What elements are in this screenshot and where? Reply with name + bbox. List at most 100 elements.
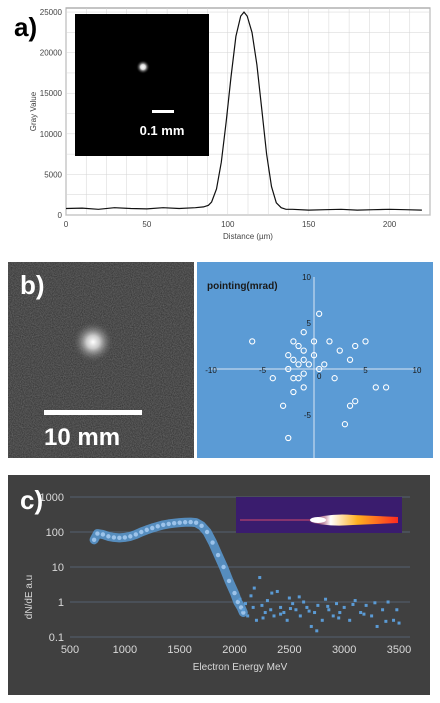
- spectrum-point: [182, 520, 188, 525]
- x-tick-label: -10: [205, 366, 217, 375]
- spectrum-point: [91, 537, 97, 542]
- spectrum-point: [161, 522, 166, 528]
- data-point: [285, 352, 292, 359]
- y-tick-label: 1: [58, 597, 64, 609]
- spectrum-point: [210, 540, 215, 545]
- x-tick-label: 2000: [222, 644, 246, 656]
- y-tick-label: 0.1: [49, 632, 64, 644]
- panel-a: 0 50 100 150 200 0 5000 10000 15000 20000 25000 Dis…: [0, 0, 440, 250]
- noise-point: [287, 596, 291, 600]
- data-point: [310, 338, 318, 345]
- data-point: [326, 338, 333, 345]
- data-point: [295, 342, 302, 350]
- data-point: [249, 338, 256, 345]
- noise-point: [370, 614, 374, 618]
- noise-point: [263, 611, 267, 615]
- gray-value-profile-chart: 0 50 100 150 200 0 5000 10000 15000 20000 25000 Dis…: [29, 7, 431, 241]
- noise-point: [254, 618, 258, 622]
- x-tick-label: -5: [259, 366, 267, 375]
- noise-point: [305, 605, 309, 609]
- noise-point: [246, 614, 250, 618]
- data-point: [300, 370, 307, 377]
- noise-point: [348, 618, 352, 622]
- spectrum-point: [155, 524, 160, 529]
- noise-point: [275, 589, 279, 593]
- noise-point: [297, 595, 301, 599]
- noise-point: [338, 611, 342, 615]
- y-tick-label: 25000: [40, 8, 63, 17]
- x-tick-label: 200: [383, 220, 397, 229]
- noise-point: [351, 602, 355, 606]
- data-point: [352, 398, 359, 405]
- noise-point: [324, 597, 328, 601]
- data-point: [341, 421, 349, 428]
- y-tick-label: 15000: [40, 89, 63, 98]
- noise-point: [261, 616, 265, 620]
- spectrum-point: [171, 521, 177, 526]
- spectrum-point: [128, 534, 133, 539]
- noise-point: [353, 599, 357, 603]
- data-point: [290, 388, 297, 396]
- spectrum-point: [100, 532, 106, 537]
- x-tick-label: 1500: [167, 644, 191, 656]
- y-tick-label: 10: [302, 273, 311, 282]
- data-point: [382, 384, 390, 391]
- x-tick-label: 0: [317, 372, 322, 381]
- noise-point: [327, 608, 331, 612]
- noise-point: [251, 605, 255, 609]
- x-tick-label: 5: [363, 366, 368, 375]
- scale-bar: [152, 110, 174, 113]
- noise-point: [384, 619, 388, 623]
- data-point: [331, 375, 338, 382]
- noise-point: [315, 629, 319, 633]
- inset-electron-trace: [308, 514, 398, 526]
- noise-point: [291, 602, 295, 606]
- noise-point: [249, 594, 253, 598]
- noise-point: [392, 618, 396, 622]
- noise-point: [397, 621, 401, 625]
- spectrum-point: [139, 529, 144, 535]
- spectrum-point: [221, 564, 226, 570]
- plot-background: [197, 262, 433, 458]
- noise-point: [282, 611, 286, 615]
- noise-point: [331, 614, 335, 618]
- noise-point: [386, 600, 390, 604]
- y-axis-label: Gray Value: [29, 91, 38, 131]
- scale-bar: [44, 410, 142, 415]
- y-tick-label: 10000: [40, 130, 63, 139]
- data-point: [290, 338, 297, 345]
- spectrum-point: [117, 535, 122, 541]
- noise-point: [362, 612, 366, 616]
- spectrum-point: [204, 529, 210, 535]
- noise-point: [335, 602, 339, 606]
- y-tick-label: -5: [304, 411, 312, 420]
- data-point: [321, 361, 328, 368]
- x-axis-label: Distance (µm): [223, 232, 273, 241]
- noise-point: [270, 591, 274, 595]
- x-tick-label: 10: [413, 366, 422, 375]
- noise-point: [337, 616, 341, 620]
- beam-spot: [136, 60, 150, 74]
- noise-point: [309, 624, 313, 628]
- spectrum-point: [133, 532, 139, 537]
- data-point: [310, 352, 318, 359]
- y-tick-label: 100: [46, 527, 64, 539]
- spectrum-point: [111, 535, 117, 540]
- data-point: [300, 329, 307, 336]
- data-point: [300, 356, 307, 363]
- noise-point: [373, 601, 377, 605]
- y-tick-label: -10: [299, 457, 311, 458]
- y-axis-label: dN/dE a.u: [24, 575, 35, 619]
- pointing-scatter-chart: -10 -5 5 10 0 -10 -5 5 10 pointing(mrad): [197, 262, 433, 458]
- noise-point: [364, 603, 368, 607]
- beam-spot-image: [8, 262, 194, 458]
- y-tick-label: 10: [52, 562, 64, 574]
- noise-point: [326, 604, 330, 608]
- electron-spectrum-chart: 0.1 1 10 100 1000 500 1000 1500 2000 2500 3000 3500…: [8, 475, 430, 695]
- spectrum-point: [232, 590, 237, 596]
- noise-point: [375, 624, 379, 628]
- noise-point: [265, 599, 269, 603]
- noise-point: [302, 600, 306, 604]
- data-point: [290, 356, 297, 363]
- plot-title: pointing(mrad): [207, 281, 278, 292]
